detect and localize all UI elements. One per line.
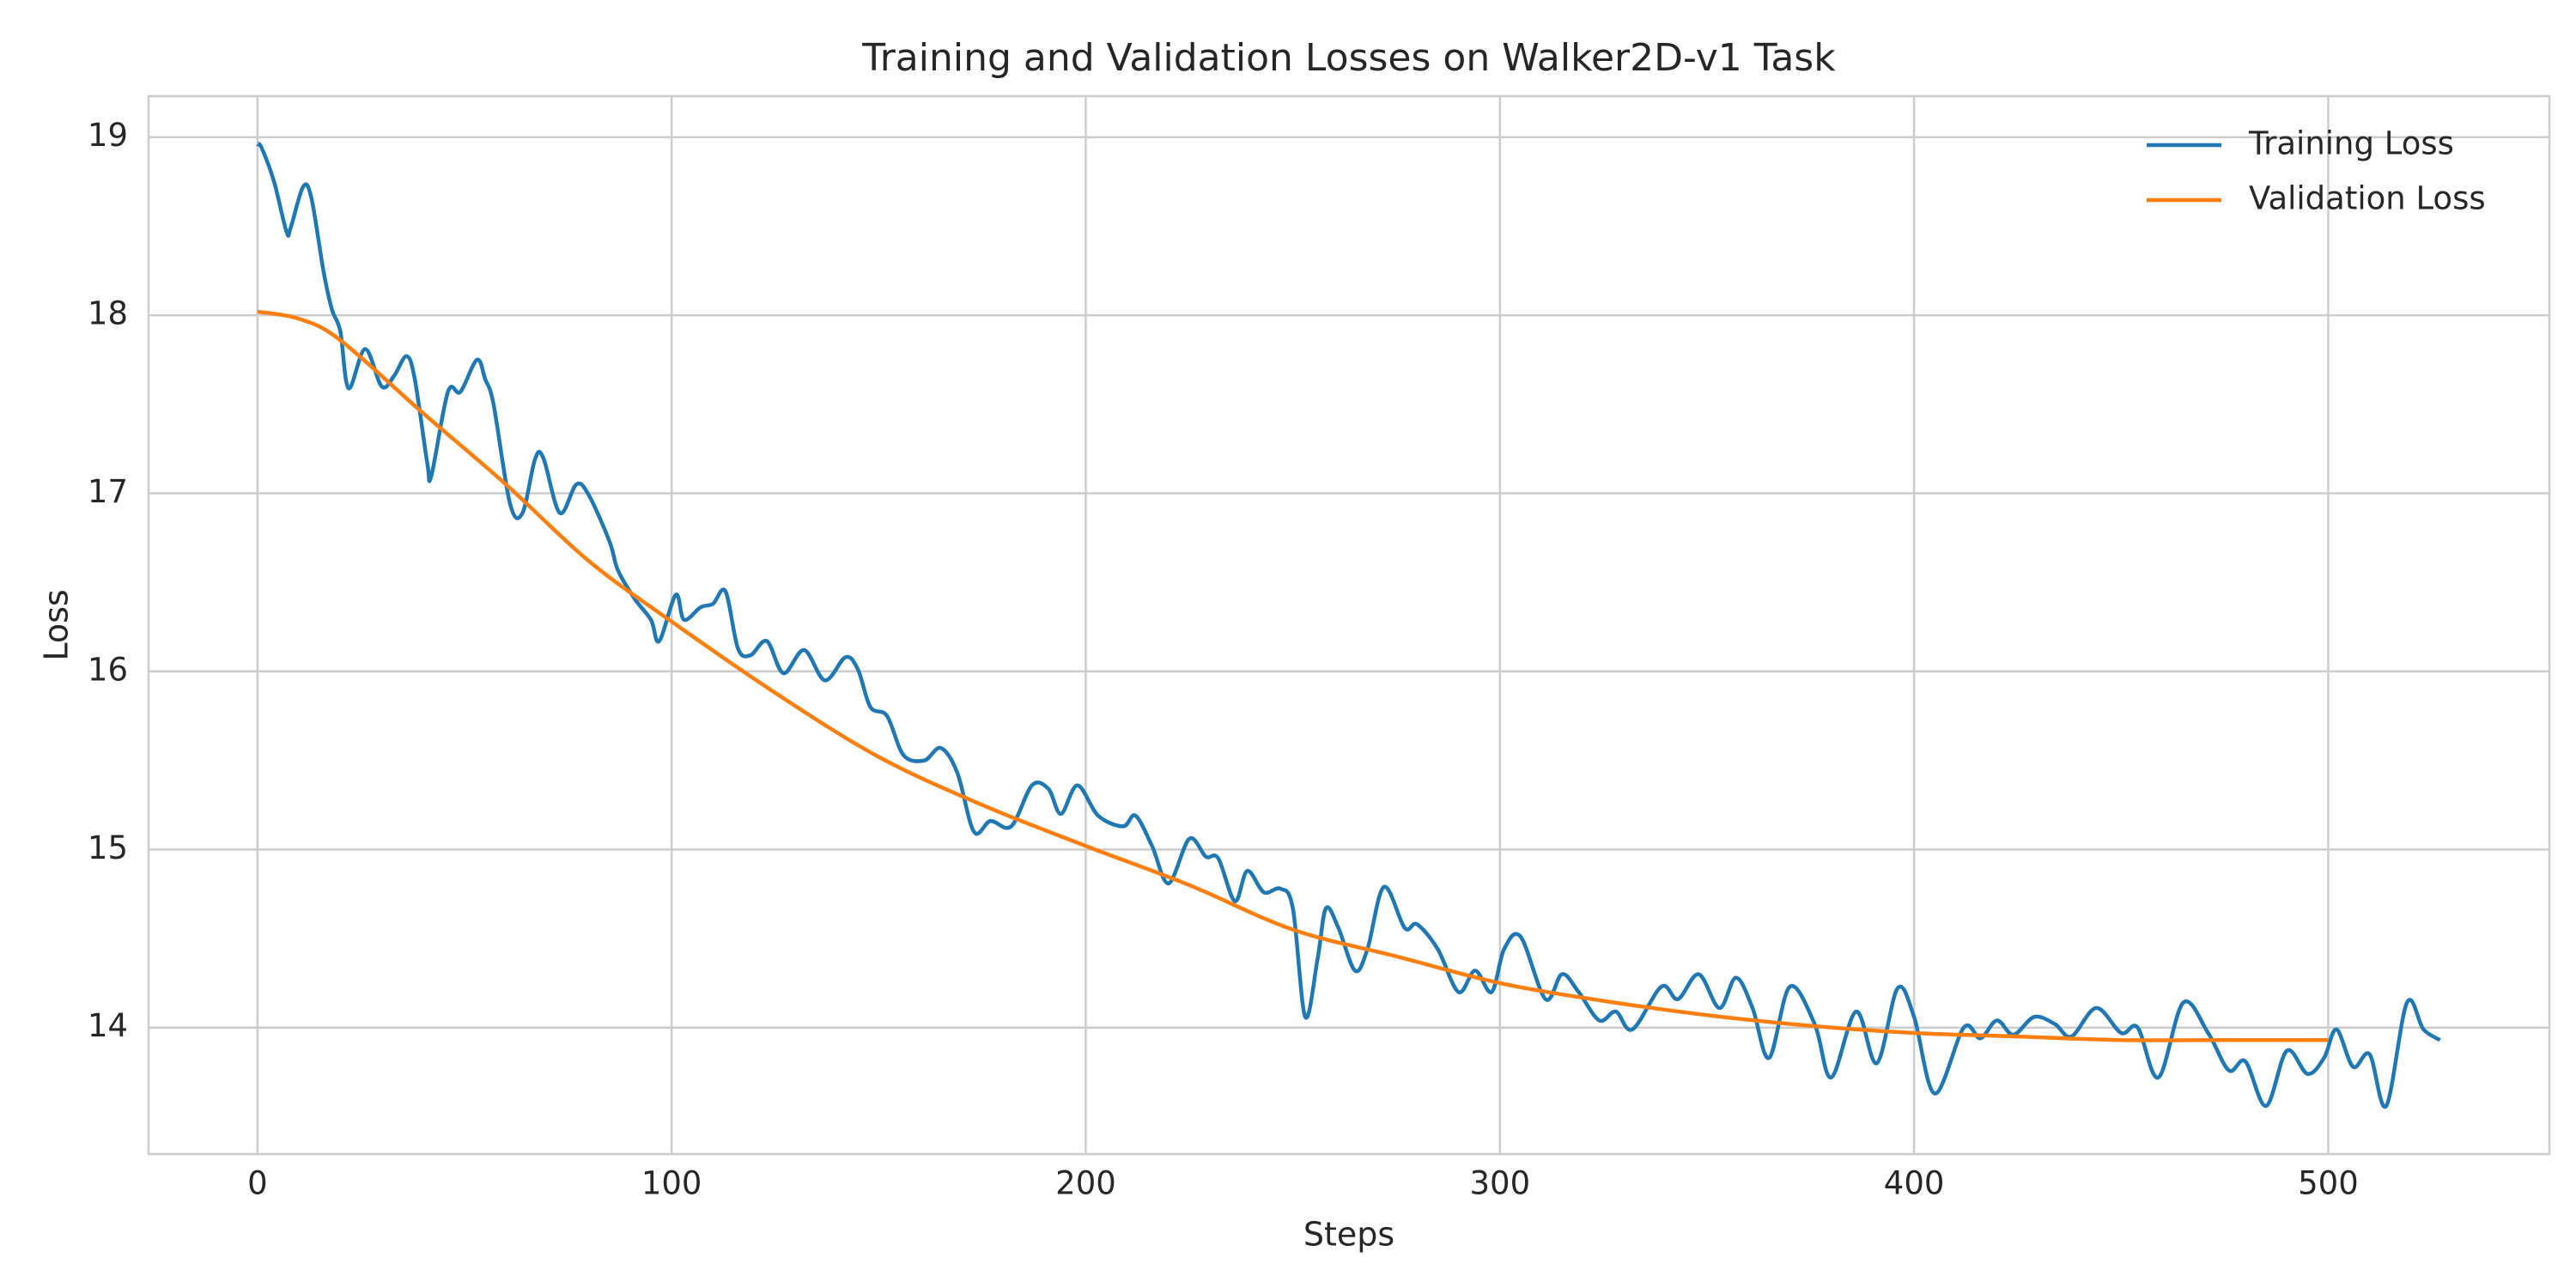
y-tick-label: 16 [88, 651, 128, 688]
x-tick-label: 500 [2298, 1165, 2359, 1202]
x-tick-label: 400 [1884, 1165, 1945, 1202]
y-axis-label: Loss [38, 589, 76, 660]
chart-title: Training and Validation Losses on Walker… [861, 36, 1836, 80]
x-tick-label: 100 [641, 1165, 702, 1202]
y-tick-label: 15 [88, 829, 128, 866]
line [257, 309, 2329, 1042]
x-axis-label: Steps [1303, 1216, 1394, 1254]
x-tick-label: 200 [1055, 1165, 1116, 1202]
line [255, 142, 2441, 1109]
y-tick-label: 17 [88, 473, 128, 510]
y-tick-label: 18 [88, 295, 128, 332]
legend-label: Training Loss [2248, 125, 2454, 162]
x-tick-label: 0 [247, 1165, 268, 1202]
y-tick-label: 14 [88, 1007, 128, 1044]
legend-label: Validation Loss [2249, 180, 2486, 217]
x-tick-label: 300 [1469, 1165, 1530, 1202]
plot-frame [147, 94, 2551, 1156]
y-tick-label: 19 [88, 117, 128, 154]
